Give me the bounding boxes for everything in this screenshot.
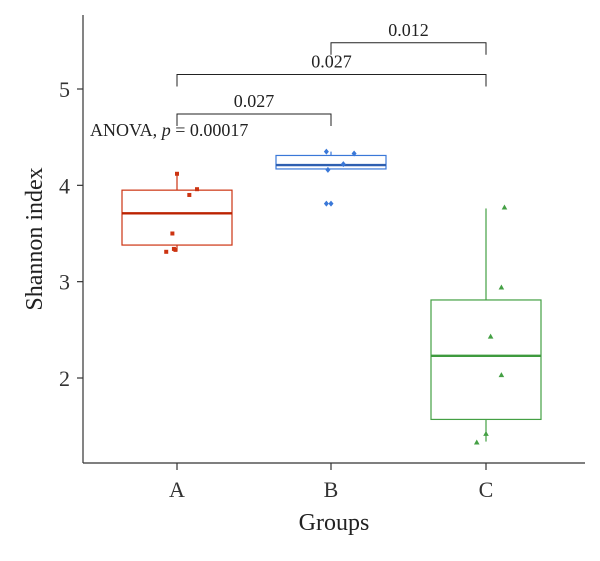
box-b xyxy=(275,151,387,170)
anova-p-symbol: p xyxy=(160,120,171,140)
data-point xyxy=(340,161,346,168)
plot-panel xyxy=(82,15,585,464)
x-axis-ticks: A B C xyxy=(169,463,493,502)
data-point xyxy=(498,284,505,290)
boxes xyxy=(121,151,542,442)
data-point xyxy=(164,249,169,254)
x-tick-label: B xyxy=(324,477,339,502)
x-tick-label: A xyxy=(169,477,185,502)
y-axis-title: Shannon index xyxy=(22,167,48,310)
data-point xyxy=(483,430,489,436)
data-point xyxy=(195,187,200,192)
comparison-p-value: 0.012 xyxy=(388,20,429,40)
data-point xyxy=(487,333,494,339)
box-iqr xyxy=(430,299,542,421)
comparison-brackets: 0.027 0.027 0.012 xyxy=(176,20,487,127)
box-c xyxy=(430,208,542,442)
data-point xyxy=(351,150,357,157)
data-point xyxy=(328,200,334,207)
data-point xyxy=(501,204,508,210)
data-point xyxy=(323,148,329,155)
anova-p-value: = 0.00017 xyxy=(171,120,249,140)
comparison-b-c: 0.012 xyxy=(330,20,487,55)
comparison-a-c: 0.027 xyxy=(176,52,487,87)
bracket-line xyxy=(330,42,487,55)
data-point xyxy=(170,231,175,236)
comparison-a-b: 0.027 xyxy=(176,91,332,127)
data-points xyxy=(164,148,508,445)
anova-label: ANOVA, xyxy=(90,120,162,140)
bracket-line xyxy=(176,74,487,87)
data-point xyxy=(187,192,192,197)
y-tick-label: 3 xyxy=(59,270,70,295)
data-point xyxy=(323,200,329,207)
x-axis-title: Groups xyxy=(299,510,370,536)
data-point xyxy=(325,166,331,173)
bracket-line xyxy=(176,113,332,127)
box-iqr xyxy=(121,189,233,246)
data-point xyxy=(175,171,179,176)
comparison-p-value: 0.027 xyxy=(311,52,352,72)
anova-annotation: ANOVA, p = 0.00017 xyxy=(90,120,248,140)
data-point xyxy=(473,439,480,445)
box-iqr xyxy=(275,154,387,170)
comparison-p-value: 0.027 xyxy=(234,91,275,111)
data-point xyxy=(498,372,505,378)
y-tick-label: 2 xyxy=(59,366,70,391)
box-a xyxy=(121,173,233,251)
y-axis-ticks: 2 3 4 5 xyxy=(59,77,83,391)
x-tick-label: C xyxy=(479,477,494,502)
y-tick-label: 4 xyxy=(59,173,70,198)
y-tick-label: 5 xyxy=(59,77,70,102)
data-point xyxy=(173,247,178,252)
